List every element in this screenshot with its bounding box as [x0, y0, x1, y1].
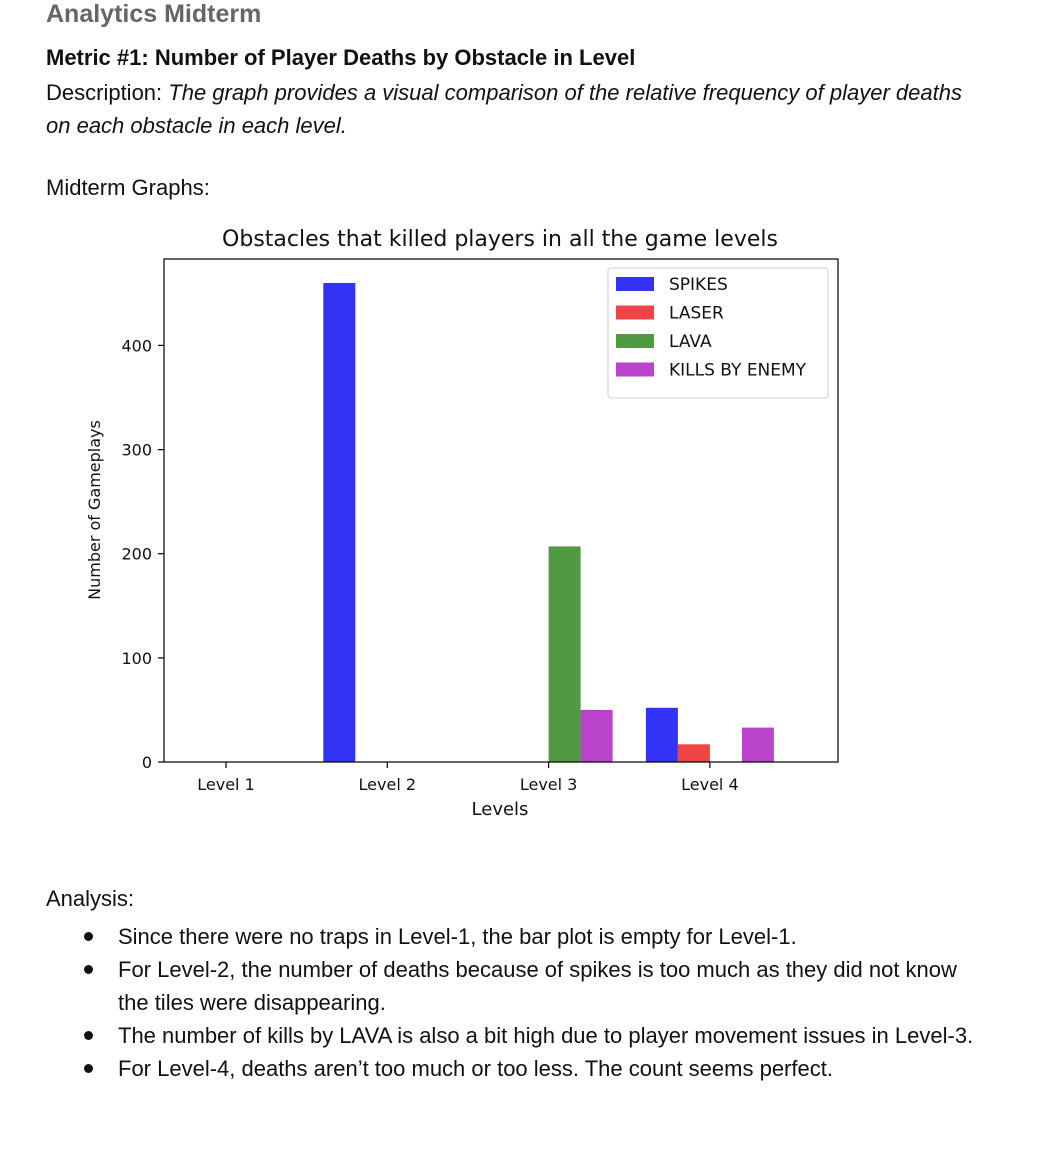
analysis-item-text: Since there were no traps in Level-1, th…	[118, 924, 797, 949]
bullet-icon	[84, 1031, 93, 1040]
bar-kills-by-enemy-level-3	[580, 709, 613, 762]
x-tick-label: Level 4	[681, 775, 739, 794]
x-tick-label: Level 2	[359, 775, 417, 794]
legend-label: LAVA	[669, 332, 712, 352]
analysis-label: Analysis:	[46, 886, 135, 911]
x-tick-label: Level 3	[520, 775, 578, 794]
deaths-bar-chart: Obstacles that killed players in all the…	[85, 227, 839, 820]
analysis-item: For Level-4, deaths aren’t too much or t…	[82, 1052, 982, 1085]
chart-title: Obstacles that killed players in all the…	[222, 227, 778, 252]
analysis-item-text: For Level-2, the number of deaths becaus…	[118, 957, 957, 1015]
chart-legend: SPIKES LASER LAVA KILLS BY ENEMY	[607, 267, 829, 399]
analysis-item: Since there were no traps in Level-1, th…	[82, 920, 982, 953]
bar-lava-level-3	[548, 546, 581, 762]
bar-laser-level-4	[677, 744, 710, 762]
legend-box	[607, 267, 829, 399]
x-axis-label: Levels	[472, 799, 529, 820]
analysis-item: The number of kills by LAVA is also a bi…	[82, 1019, 982, 1052]
legend-label: SPIKES	[669, 275, 728, 295]
description-text: The graph provides a visual comparison o…	[46, 80, 962, 138]
legend-label: KILLS BY ENEMY	[669, 361, 807, 381]
y-axis-label: Number of Gameplays	[85, 420, 104, 600]
legend-swatch	[616, 334, 654, 348]
legend-swatch	[616, 305, 654, 320]
bar-spikes-level-4	[645, 707, 678, 762]
legend-swatch	[616, 362, 654, 377]
bar-spikes-level-2	[323, 283, 356, 762]
x-axis: Level 1 Level 2 Level 3 Level 4	[197, 762, 739, 794]
description: Description: The graph provides a visual…	[46, 76, 976, 142]
bullet-icon	[84, 965, 93, 974]
graphs-label: Midterm Graphs:	[46, 175, 210, 200]
y-tick-label: 300	[121, 441, 152, 460]
y-tick-label: 400	[121, 336, 152, 355]
bars-group	[323, 283, 774, 762]
y-tick-label: 200	[121, 545, 152, 564]
bullet-icon	[84, 932, 93, 941]
x-tick-label: Level 1	[197, 775, 255, 794]
analysis-item: For Level-2, the number of deaths becaus…	[82, 953, 982, 1019]
y-tick-label: 0	[142, 753, 152, 772]
description-label: Description:	[46, 80, 163, 105]
bullet-icon	[84, 1064, 93, 1073]
metric-heading: Metric #1: Number of Player Deaths by Ob…	[46, 45, 636, 70]
analysis-item-text: The number of kills by LAVA is also a bi…	[118, 1023, 974, 1048]
legend-swatch	[616, 277, 654, 291]
y-tick-label: 100	[121, 649, 152, 668]
document-title: Analytics Midterm	[46, 0, 262, 28]
y-axis: 0 100 200 300 400	[121, 336, 164, 772]
plot-frame	[163, 258, 839, 763]
analysis-list: Since there were no traps in Level-1, th…	[82, 920, 982, 1085]
analysis-item-text: For Level-4, deaths aren’t too much or t…	[118, 1056, 833, 1081]
legend-label: LASER	[669, 304, 724, 324]
bar-kills-by-enemy-level-4	[741, 727, 774, 762]
